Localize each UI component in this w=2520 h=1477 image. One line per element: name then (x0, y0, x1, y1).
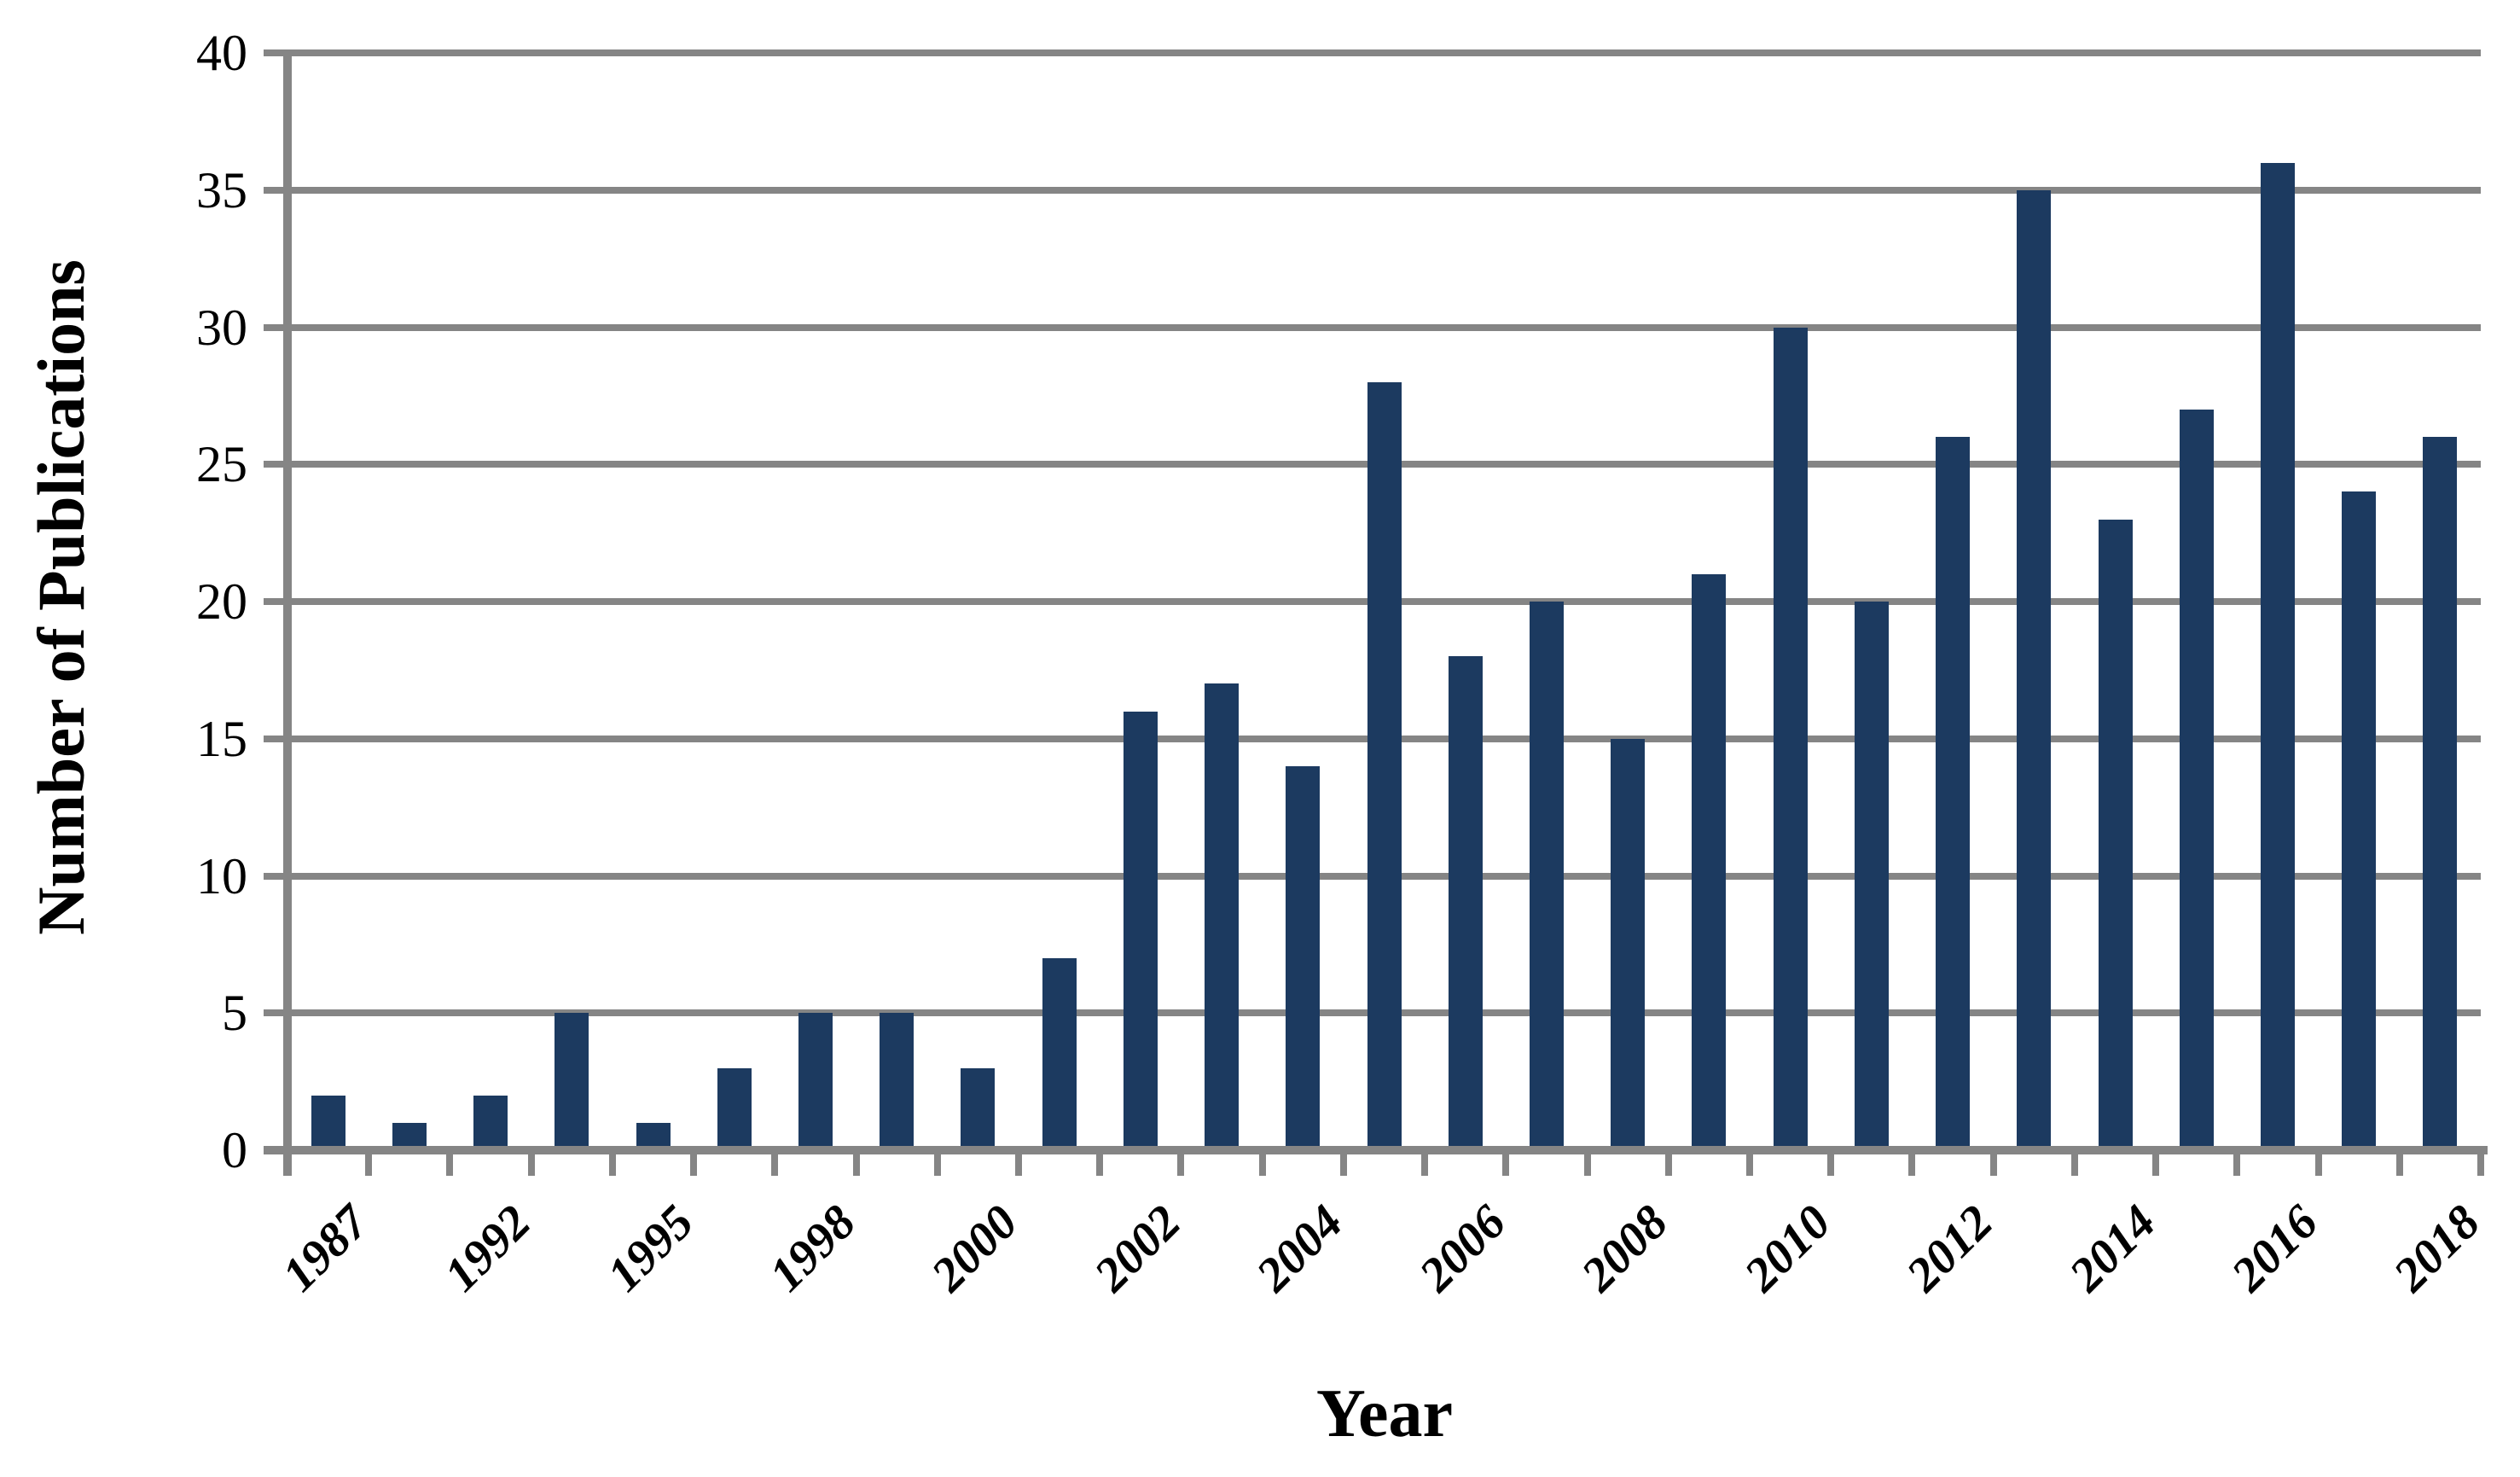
bar (1692, 573, 1727, 1150)
y-tick-label: 35 (196, 161, 247, 218)
bar (2423, 437, 2458, 1150)
gridline-35 (264, 186, 2481, 194)
x-tick (2395, 1150, 2403, 1176)
bar (392, 1122, 427, 1150)
y-tick-label: 40 (196, 25, 247, 81)
y-axis-line (283, 53, 292, 1176)
bar (1042, 957, 1077, 1150)
bar (555, 1013, 589, 1150)
bar (1448, 656, 1483, 1150)
bar (798, 1013, 833, 1150)
x-tick (2314, 1150, 2322, 1176)
x-tick (771, 1150, 779, 1176)
bar (1286, 765, 1321, 1150)
x-tick (1339, 1150, 1347, 1176)
x-tick (690, 1150, 698, 1176)
bar (2260, 162, 2295, 1150)
x-tick (1827, 1150, 1835, 1176)
x-tick (2233, 1150, 2241, 1176)
x-tick (365, 1150, 373, 1176)
x-tick (1746, 1150, 1753, 1176)
bar (1529, 602, 1564, 1150)
bar (2342, 491, 2377, 1150)
bar (1854, 602, 1889, 1150)
x-tick (1177, 1150, 1185, 1176)
x-tick (1015, 1150, 1022, 1176)
bar (717, 1067, 752, 1150)
x-tick (446, 1150, 454, 1176)
gridline-40 (264, 49, 2481, 56)
bar (1123, 711, 1158, 1150)
y-tick-label: 30 (196, 299, 247, 356)
x-tick (1096, 1150, 1104, 1176)
bar (1611, 738, 1646, 1150)
y-tick-label: 10 (196, 847, 247, 904)
gridline-30 (264, 323, 2481, 331)
y-tick-label: 0 (222, 1122, 247, 1178)
x-tick (1989, 1150, 1997, 1176)
x-tick (2477, 1150, 2484, 1176)
bar (961, 1067, 996, 1150)
x-tick (1583, 1150, 1591, 1176)
y-tick-label: 25 (196, 436, 247, 493)
bar (2017, 189, 2052, 1150)
x-tick (1908, 1150, 1916, 1176)
x-tick (1502, 1150, 1510, 1176)
x-axis-title: Year (1316, 1376, 1453, 1451)
x-tick (933, 1150, 941, 1176)
bar (1773, 327, 1808, 1150)
x-tick (608, 1150, 616, 1176)
x-tick (1664, 1150, 1672, 1176)
bar (1367, 381, 1402, 1150)
x-tick (1258, 1150, 1266, 1176)
y-tick-label: 5 (222, 985, 247, 1042)
bar (636, 1122, 671, 1150)
x-tick (527, 1150, 535, 1176)
y-tick-label: 20 (196, 573, 247, 630)
y-tick-label: 15 (196, 710, 247, 767)
bar (1205, 683, 1240, 1150)
bar (880, 1013, 915, 1150)
x-tick (852, 1150, 860, 1176)
x-tick (1421, 1150, 1429, 1176)
bar (2098, 519, 2133, 1150)
x-tick (2152, 1150, 2160, 1176)
bar (473, 1095, 508, 1150)
bar (2179, 409, 2214, 1150)
bar (311, 1095, 345, 1150)
bar (1936, 437, 1971, 1150)
x-tick (2070, 1150, 2078, 1176)
x-axis-line (264, 1146, 2488, 1154)
